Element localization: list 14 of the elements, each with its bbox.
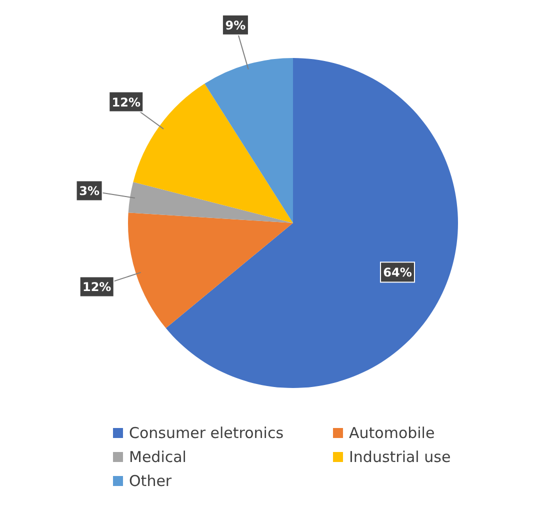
pie-slice bbox=[166, 58, 458, 388]
data-label: 64% bbox=[383, 266, 412, 280]
pie-slice bbox=[128, 182, 293, 223]
legend-label: Medical bbox=[129, 448, 186, 466]
pie-slice bbox=[204, 58, 293, 223]
pie-slice bbox=[128, 212, 293, 328]
legend-label: Other bbox=[129, 472, 172, 490]
legend-label: Automobile bbox=[349, 424, 435, 442]
legend-label: Industrial use bbox=[349, 448, 451, 466]
data-label: 3% bbox=[79, 184, 100, 198]
data-label: 12% bbox=[112, 95, 141, 110]
data-label: 12% bbox=[82, 280, 112, 294]
data-label: 9% bbox=[225, 18, 246, 32]
legend-label: Consumer eletronics bbox=[129, 424, 284, 442]
